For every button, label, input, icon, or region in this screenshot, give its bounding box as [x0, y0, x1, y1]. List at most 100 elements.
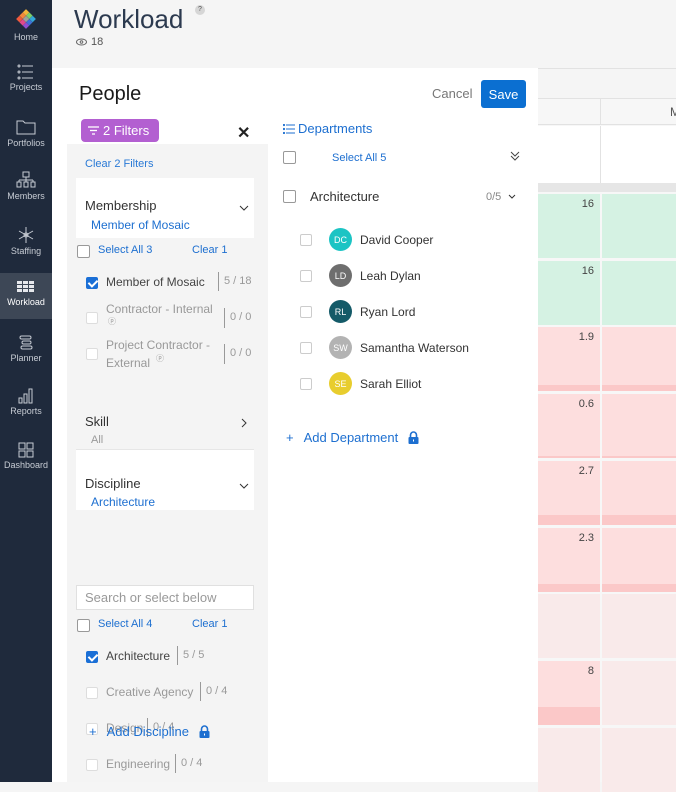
- add-discipline-button[interactable]: + Add Discipline: [89, 724, 210, 739]
- nav-item-dashboard[interactable]: Dashboard: [0, 442, 52, 470]
- workload-cell[interactable]: [602, 527, 676, 592]
- avatar: LD: [329, 264, 352, 287]
- departments-select-all[interactable]: Select All 5: [332, 152, 387, 164]
- nav-item-members[interactable]: Members: [0, 171, 52, 201]
- workload-cell[interactable]: [602, 460, 676, 525]
- membership-option-label-2: External: [106, 356, 151, 370]
- lock-icon: [199, 725, 210, 738]
- overload-bar: [538, 385, 600, 392]
- filters-pill-label: 2 Filters: [103, 123, 150, 138]
- workload-cell[interactable]: [538, 727, 600, 792]
- workload-cell[interactable]: 2.3: [538, 527, 600, 592]
- nav-label: Members: [7, 191, 45, 201]
- avatar: DC: [329, 228, 352, 251]
- skill-selected: All: [91, 434, 104, 446]
- person-row[interactable]: RL Ryan Lord: [300, 300, 415, 323]
- workload-cell-value: 2.7: [578, 464, 594, 477]
- membership-select-all[interactable]: Select All 3: [98, 244, 153, 256]
- discipline-clear[interactable]: Clear 1: [192, 618, 228, 630]
- list-icon: [17, 64, 33, 80]
- person-name: Sarah Elliot: [360, 376, 422, 391]
- network-icon: [18, 227, 34, 243]
- workload-cell[interactable]: [602, 194, 676, 258]
- discipline-search-input[interactable]: Search or select below: [76, 585, 254, 610]
- membership-option-checkbox[interactable]: [86, 277, 98, 289]
- save-button[interactable]: Save: [481, 80, 526, 108]
- discipline-option-checkbox[interactable]: [86, 651, 98, 663]
- department-name: Architecture: [310, 189, 380, 204]
- discipline-section[interactable]: Discipline Architecture: [76, 450, 254, 510]
- membership-option-count: 0 / 0: [224, 308, 251, 328]
- skill-section[interactable]: Skill All: [76, 402, 254, 450]
- workload-cell[interactable]: 0.6: [538, 394, 600, 459]
- grid-header-top: [538, 68, 676, 99]
- overload-bar: [538, 706, 600, 725]
- nav-item-planner[interactable]: Planner: [0, 335, 52, 363]
- membership-section[interactable]: Membership Member of Mosaic: [76, 178, 254, 238]
- grid-column-label: M: [670, 105, 676, 119]
- nav-label: Staffing: [10, 246, 42, 256]
- chevron-down-icon[interactable]: [508, 194, 516, 199]
- membership-clear[interactable]: Clear 1: [192, 244, 228, 256]
- chevron-down-icon[interactable]: [239, 483, 249, 489]
- add-department-button[interactable]: + Add Department: [286, 430, 419, 445]
- person-checkbox[interactable]: [300, 341, 312, 354]
- chevron-down-icon[interactable]: [239, 205, 249, 211]
- workload-cell[interactable]: [602, 394, 676, 459]
- person-checkbox[interactable]: [300, 377, 312, 390]
- workload-cell[interactable]: 1.9: [538, 327, 600, 392]
- workload-cell[interactable]: [538, 594, 600, 659]
- discipline-option-checkbox[interactable]: [86, 723, 98, 735]
- department-checkbox[interactable]: [283, 190, 296, 203]
- discipline-option-checkbox[interactable]: [86, 687, 98, 699]
- discipline-option-label: Engineering: [106, 757, 171, 771]
- workload-cell[interactable]: 16: [538, 260, 600, 325]
- discipline-option-checkbox[interactable]: [86, 759, 98, 771]
- close-icon[interactable]: ✕: [237, 125, 251, 142]
- filters-pill[interactable]: 2 Filters: [81, 119, 159, 142]
- workload-cell[interactable]: [602, 660, 676, 725]
- nav-item-workload[interactable]: Workload: [0, 273, 52, 319]
- departments-select-all-checkbox[interactable]: [283, 151, 296, 164]
- person-checkbox[interactable]: [300, 269, 312, 282]
- org-chart-icon: [16, 171, 36, 188]
- cancel-button[interactable]: Cancel: [432, 86, 473, 101]
- workload-cell[interactable]: 16: [538, 194, 600, 258]
- membership-option-label: Member of Mosaic: [106, 275, 205, 289]
- workload-cell[interactable]: [602, 260, 676, 325]
- nav-item-staffing[interactable]: Staffing: [0, 226, 52, 256]
- grid-separator: [538, 183, 676, 192]
- workload-cell[interactable]: 8: [538, 660, 600, 725]
- nav-item-projects[interactable]: Projects: [0, 64, 52, 92]
- workload-cell[interactable]: [602, 727, 676, 792]
- membership-option-checkbox[interactable]: [86, 312, 98, 324]
- person-row[interactable]: SW Samantha Waterson: [300, 336, 469, 359]
- person-row[interactable]: SE Sarah Elliot: [300, 372, 421, 395]
- workload-cell[interactable]: [602, 594, 676, 659]
- membership-select-all-checkbox[interactable]: [77, 245, 90, 258]
- membership-option-checkbox[interactable]: [86, 348, 98, 360]
- overload-bar: [538, 514, 600, 525]
- help-icon[interactable]: ?: [195, 5, 205, 15]
- person-checkbox[interactable]: [300, 233, 312, 246]
- chevron-right-icon[interactable]: [241, 418, 247, 428]
- grid-header-columns: M: [538, 99, 676, 125]
- person-row[interactable]: LD Leah Dylan: [300, 264, 421, 287]
- nav-item-home[interactable]: Home: [0, 8, 52, 42]
- departments-title: Departments: [298, 121, 373, 136]
- discipline-select-all-checkbox[interactable]: [77, 619, 90, 632]
- person-name: David Cooper: [360, 232, 434, 247]
- discipline-option-count: 5 / 5: [177, 646, 204, 665]
- workload-cell[interactable]: [602, 327, 676, 392]
- workload-cell[interactable]: 2.7: [538, 460, 600, 525]
- person-checkbox[interactable]: [300, 305, 312, 318]
- clear-filters-link[interactable]: Clear 2 Filters: [85, 158, 154, 170]
- person-row[interactable]: DC David Cooper: [300, 228, 433, 251]
- add-discipline-label: Add Discipline: [106, 724, 189, 739]
- nav-item-reports[interactable]: Reports: [0, 388, 52, 416]
- discipline-select-all[interactable]: Select All 4: [98, 618, 153, 630]
- collapse-all-icon[interactable]: [510, 151, 520, 162]
- nav-label: Portfolios: [7, 138, 45, 148]
- nav-item-portfolios[interactable]: Portfolios: [0, 118, 52, 148]
- overload-bar: [602, 456, 676, 459]
